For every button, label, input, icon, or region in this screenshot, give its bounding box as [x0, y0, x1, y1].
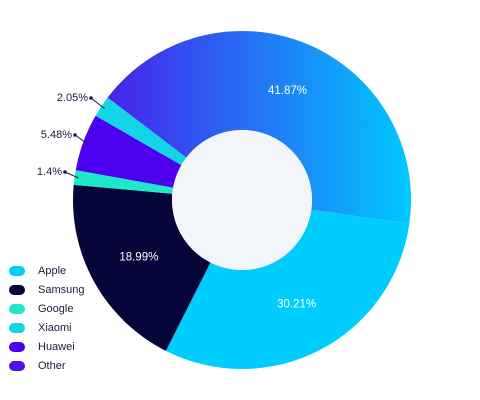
legend-label: Apple: [38, 265, 66, 277]
legend-label: Xiaomi: [38, 322, 72, 334]
leader-dot: [73, 133, 77, 137]
donut-slice: [165, 209, 410, 369]
donut-slice: [75, 115, 182, 188]
value-label: 5.48%: [41, 129, 72, 141]
leader-line: [74, 134, 88, 144]
legend-label: Other: [38, 360, 66, 372]
value-label: 2.05%: [57, 92, 88, 104]
legend-swatch: [9, 361, 25, 371]
legend-swatch: [9, 323, 25, 333]
legend-label: Google: [38, 303, 73, 315]
donut-slice: [72, 184, 211, 351]
legend-swatch: [9, 266, 25, 276]
donut-slice: [73, 170, 174, 194]
legend-label: Samsung: [38, 284, 84, 296]
legend-label: Huawei: [38, 341, 75, 353]
leader-dot: [89, 96, 93, 100]
value-label: 1.4%: [37, 166, 62, 178]
legend-swatch: [9, 304, 25, 314]
leader-line: [64, 171, 79, 179]
donut-hole: [172, 130, 312, 270]
value-label: 41.87%: [268, 85, 307, 97]
donut-slice: [95, 97, 187, 166]
value-label: 18.99%: [119, 251, 158, 263]
donut-slice: [107, 31, 411, 224]
value-label: 30.21%: [277, 299, 316, 311]
leader-line: [90, 97, 105, 110]
leader-dot: [63, 170, 67, 174]
legend-swatch: [9, 285, 25, 295]
legend-swatch: [9, 342, 25, 352]
